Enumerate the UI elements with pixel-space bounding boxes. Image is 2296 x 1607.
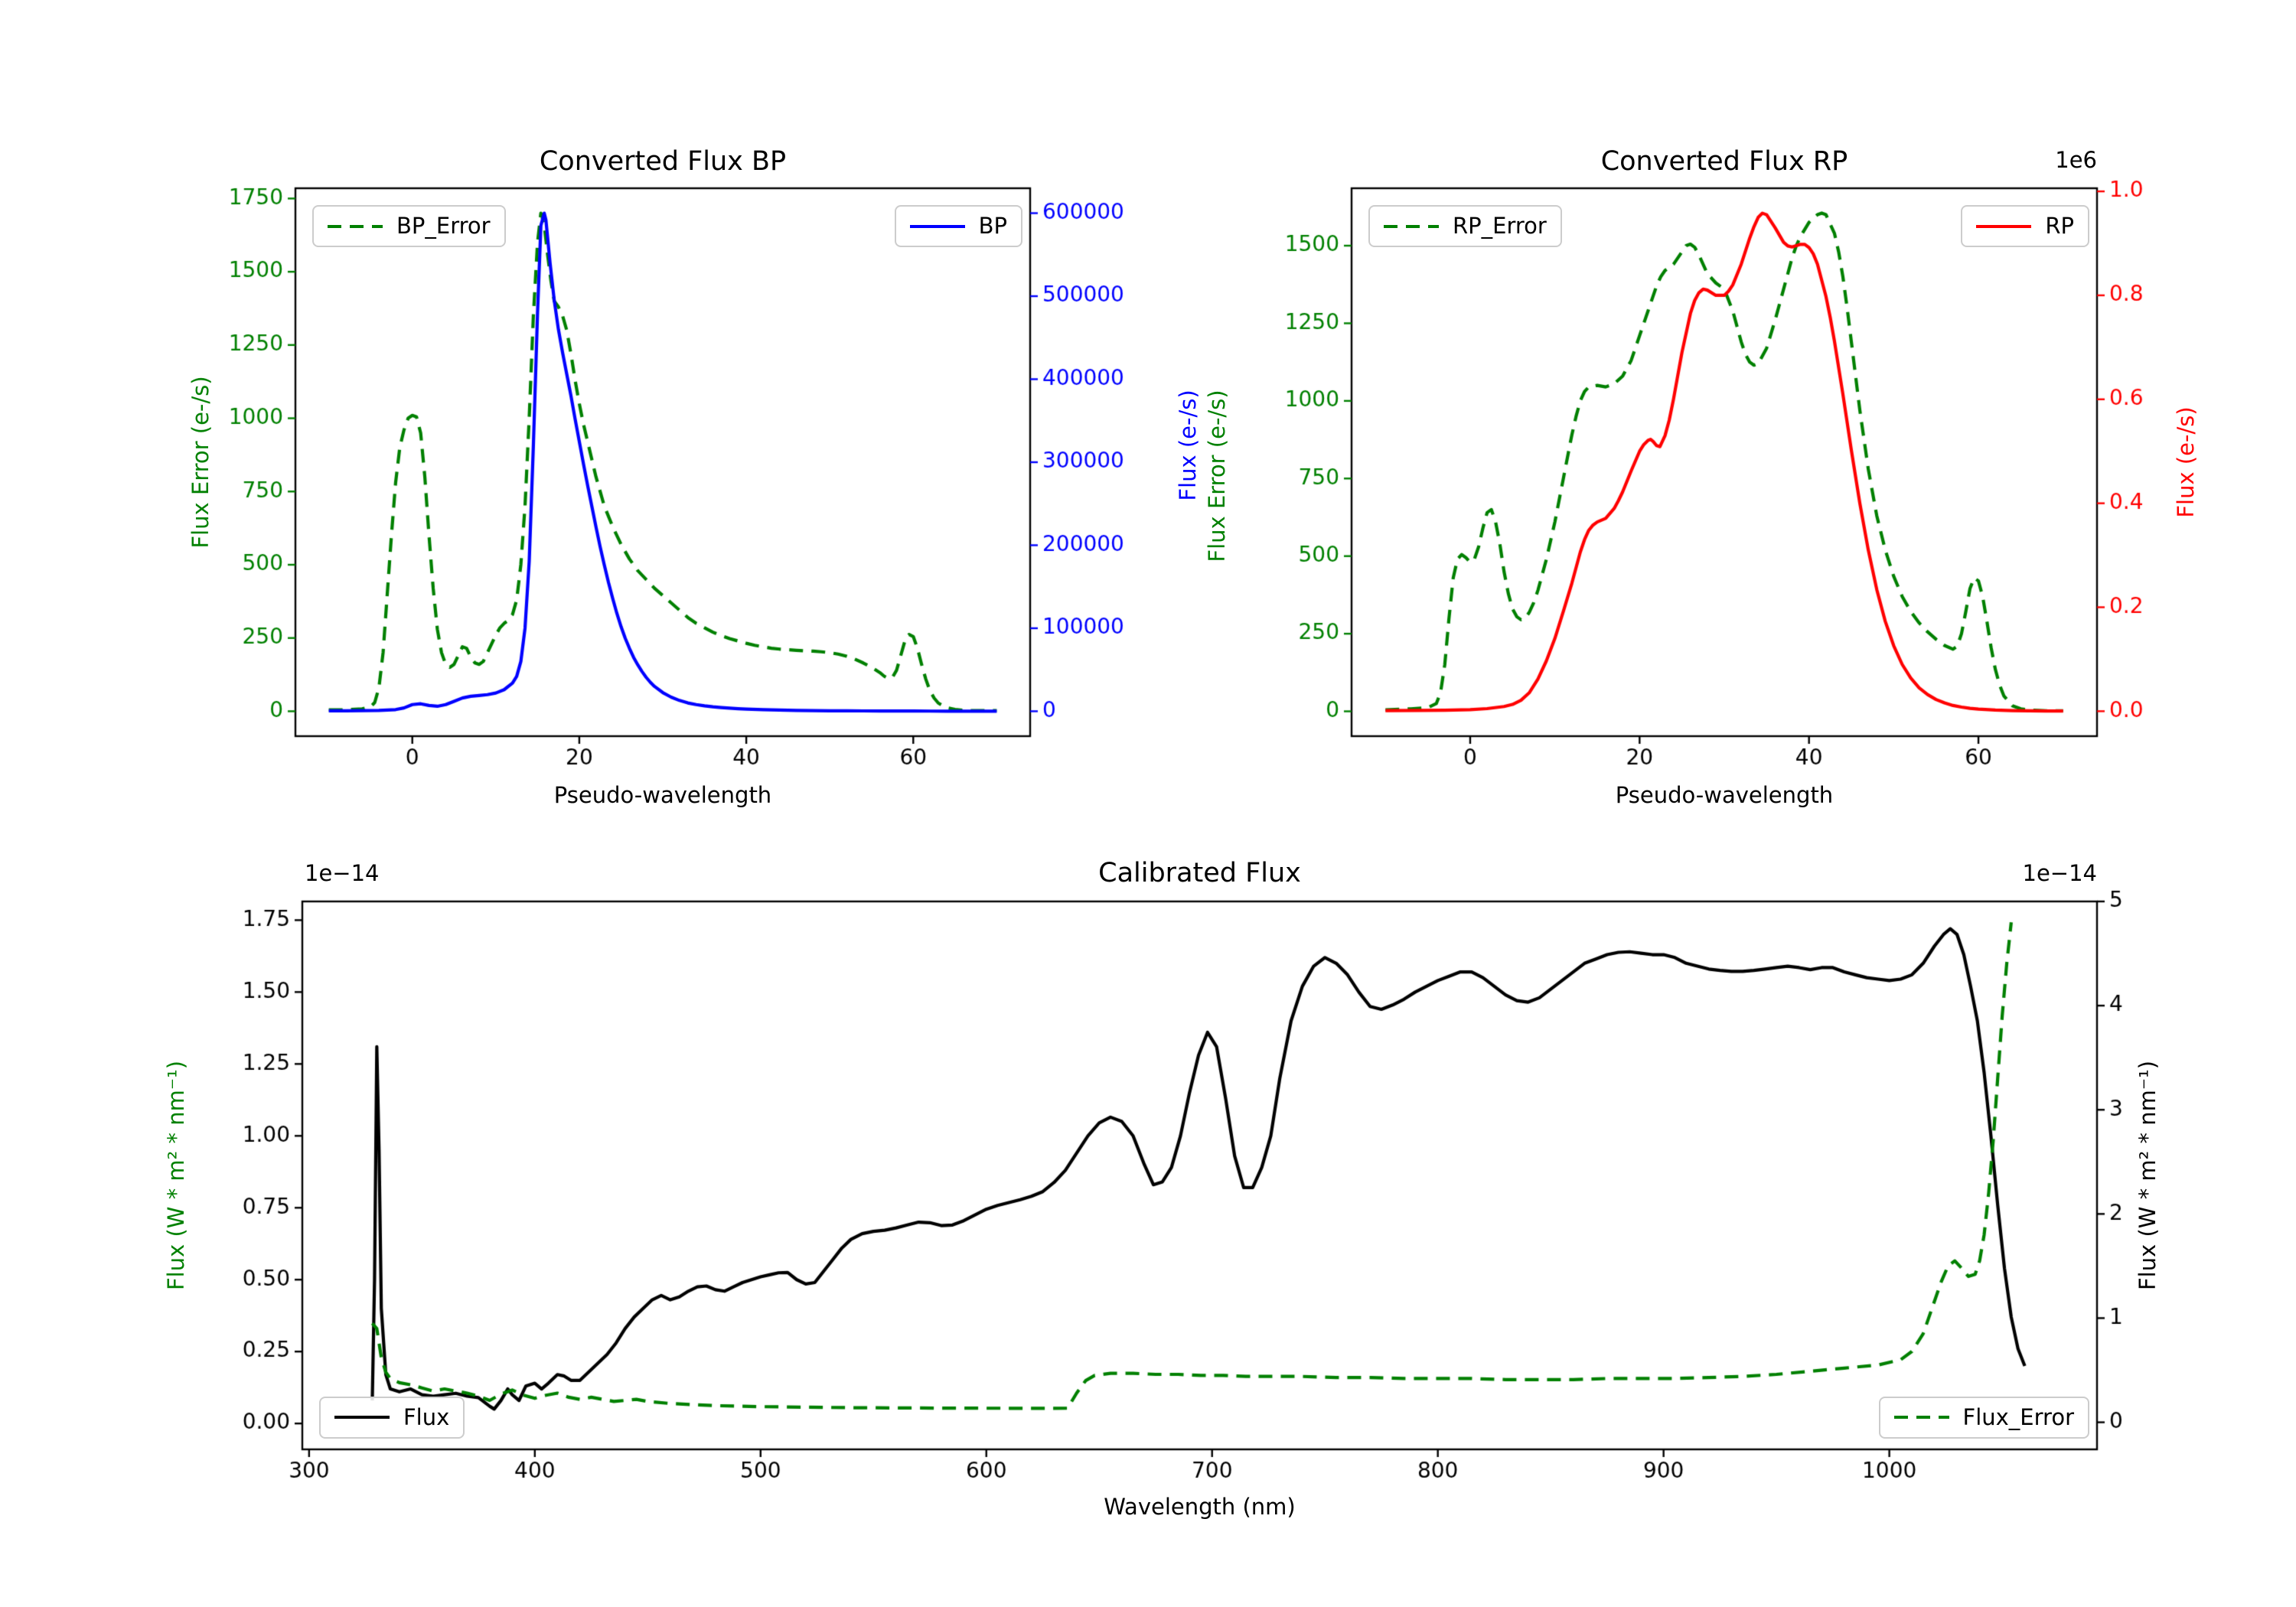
calibrated-right-axis-offset-text: 1e−14 (2022, 860, 2098, 886)
legend-bp-error: BP_Error (312, 205, 506, 248)
bp-y-axis-label-right: Flux (e-/s) (1175, 390, 1201, 501)
legend-line-sample-rp-error (1384, 224, 1439, 228)
bp-y-axis-label-left: Flux Error (e-/s) (188, 376, 214, 549)
legend-line-sample-rp (1976, 224, 2032, 228)
calibrated-y-axis-label-right: Flux (W * m² * nm⁻¹) (2135, 1060, 2161, 1291)
rp-y-axis-label-right: Flux (e-/s) (2173, 406, 2199, 518)
rp-x-axis-label: Pseudo-wavelength (1615, 782, 1834, 808)
bp-x-axis-label: Pseudo-wavelength (553, 782, 772, 808)
legend-label-rp-error: RP_Error (1453, 213, 1547, 239)
bp-chart-title: Converted Flux BP (539, 146, 787, 177)
calibrated-y-axis-label-left: Flux (W * m² * nm⁻¹) (163, 1060, 189, 1291)
calibrated-left-axis-offset-text: 1e−14 (305, 860, 380, 886)
legend-rp-error: RP_Error (1368, 205, 1562, 248)
legend-flux-error: Flux_Error (1878, 1396, 2089, 1439)
legend-line-sample-bp (909, 224, 965, 228)
calibrated-x-axis-label: Wavelength (nm) (1104, 1494, 1296, 1520)
legend-line-sample-bp-error (328, 224, 383, 228)
legend-label-bp: BP (978, 213, 1007, 239)
legend-bp: BP (894, 205, 1022, 248)
rp-chart-title: Converted Flux RP (1600, 146, 1848, 177)
legend-label-flux-error: Flux_Error (1962, 1403, 2074, 1430)
legend-label-bp-error: BP_Error (396, 213, 491, 239)
legend-line-sample-flux (334, 1416, 390, 1420)
rp-right-axis-offset-text: 1e6 (2055, 147, 2097, 173)
legend-label-flux: Flux (403, 1403, 450, 1430)
calibrated-chart-title: Calibrated Flux (1098, 858, 1301, 888)
legend-rp: RP (1961, 205, 2089, 248)
bp-y-axis-label-right-error: Flux Error (e-/s) (1204, 390, 1230, 562)
legend-label-rp: RP (2045, 213, 2074, 239)
legend-flux: Flux (319, 1396, 465, 1439)
legend-line-sample-flux-error (1893, 1416, 1949, 1420)
